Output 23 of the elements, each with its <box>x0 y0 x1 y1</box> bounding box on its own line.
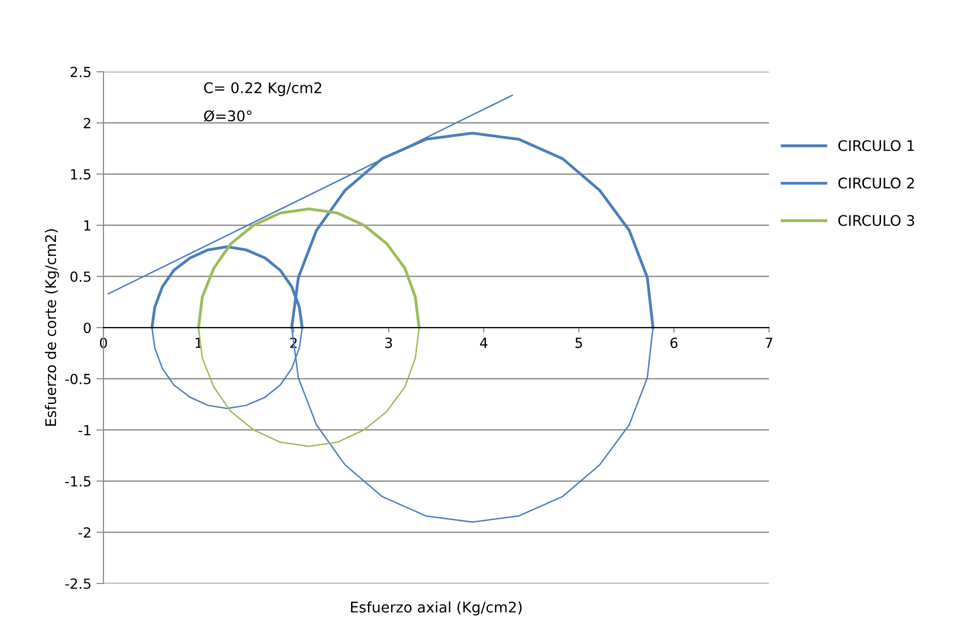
legend-label: CIRCULO 3 <box>838 214 914 226</box>
x-tick-label: 5 <box>576 338 582 348</box>
annotation: Ø=30° <box>204 110 252 122</box>
y-tick-label: -1.5 <box>65 476 90 487</box>
legend-label: CIRCULO 2 <box>838 178 914 189</box>
y-tick-label: -2.5 <box>65 578 90 589</box>
y-tick-label: 0 <box>84 322 91 334</box>
y-tick-label: -0.5 <box>65 374 90 384</box>
y-tick-label: 2.5 <box>70 66 90 78</box>
y-tick-label: -2 <box>78 527 90 538</box>
x-tick-label: 6 <box>670 338 678 348</box>
y-tick-label: -1 <box>78 425 90 436</box>
y-tick-label: 0.5 <box>70 271 90 282</box>
x-tick-label: 3 <box>385 338 392 348</box>
x-tick-label: 7 <box>766 338 772 348</box>
x-tick-label: 4 <box>480 338 488 348</box>
x-axis-title: Esfuerzo axial (Kg/cm2) <box>351 601 522 616</box>
annotation: C= 0.22 Kg/cm2 <box>204 82 322 96</box>
y-tick-label: 1.5 <box>71 169 90 180</box>
y-axis-title: Esfuerzo de corte (Kg/cm2) <box>44 229 60 426</box>
y-tick-label: 2 <box>84 118 90 128</box>
legend-label: CIRCULO 1 <box>838 140 914 152</box>
y-tick-label: 1 <box>84 220 90 231</box>
